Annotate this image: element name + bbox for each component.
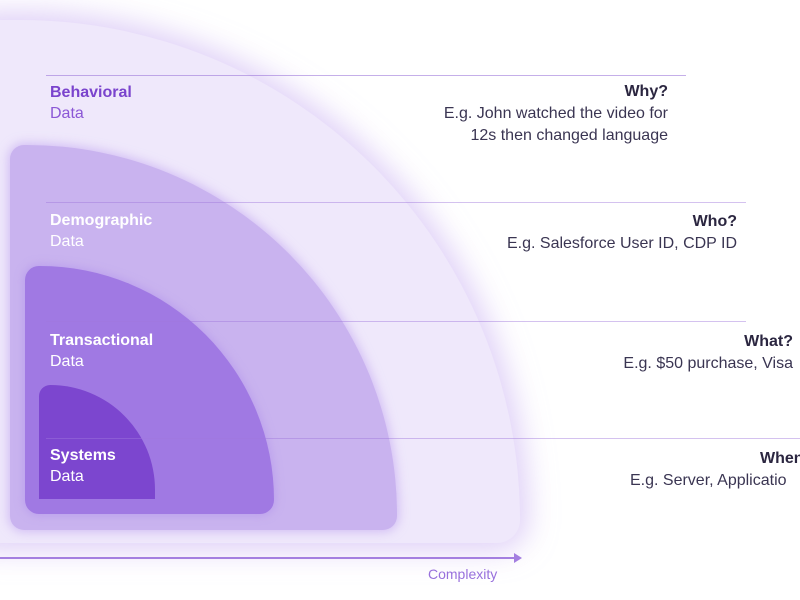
systems-question: When bbox=[760, 450, 800, 467]
transactional-label-name: Transactional bbox=[50, 332, 154, 349]
systems-label: Systems Data bbox=[50, 445, 116, 487]
transactional-example: E.g. $50 purchase, Visa bbox=[623, 355, 793, 372]
behavioral-example-line-1: E.g. John watched the video for bbox=[443, 105, 668, 122]
systems-label-sub: Data bbox=[50, 468, 84, 485]
systems-description: When E.g. Server, Applicatio bbox=[630, 448, 800, 492]
demographic-question: Who? bbox=[692, 213, 737, 230]
complexity-arrow-icon bbox=[514, 553, 522, 563]
behavioral-example-line-2: 12s then changed language bbox=[470, 127, 668, 144]
behavioral-description: Why? E.g. John watched the video for 12s… bbox=[444, 81, 668, 147]
transactional-label: Transactional Data bbox=[50, 330, 153, 372]
transactional-question: What? bbox=[744, 333, 793, 350]
systems-divider bbox=[46, 438, 800, 439]
transactional-description: What? E.g. $50 purchase, Visa bbox=[623, 331, 793, 375]
complexity-axis-label: Complexity bbox=[428, 566, 498, 582]
demographic-divider bbox=[46, 202, 746, 203]
systems-label-name: Systems bbox=[50, 447, 116, 464]
transactional-divider bbox=[46, 321, 746, 322]
behavioral-label: Behavioral Data bbox=[50, 82, 132, 124]
demographic-label-name: Demographic bbox=[50, 212, 153, 229]
transactional-label-sub: Data bbox=[50, 353, 84, 370]
behavioral-divider bbox=[46, 75, 686, 76]
behavioral-label-sub: Data bbox=[50, 105, 84, 122]
demographic-label-sub: Data bbox=[50, 233, 84, 250]
systems-example: E.g. Server, Applicatio bbox=[630, 472, 787, 489]
demographic-label: Demographic Data bbox=[50, 210, 152, 252]
demographic-description: Who? E.g. Salesforce User ID, CDP ID bbox=[507, 211, 737, 255]
behavioral-label-name: Behavioral bbox=[50, 84, 132, 101]
behavioral-question: Why? bbox=[624, 83, 668, 100]
demographic-example: E.g. Salesforce User ID, CDP ID bbox=[507, 235, 737, 252]
complexity-axis-line bbox=[0, 557, 516, 559]
